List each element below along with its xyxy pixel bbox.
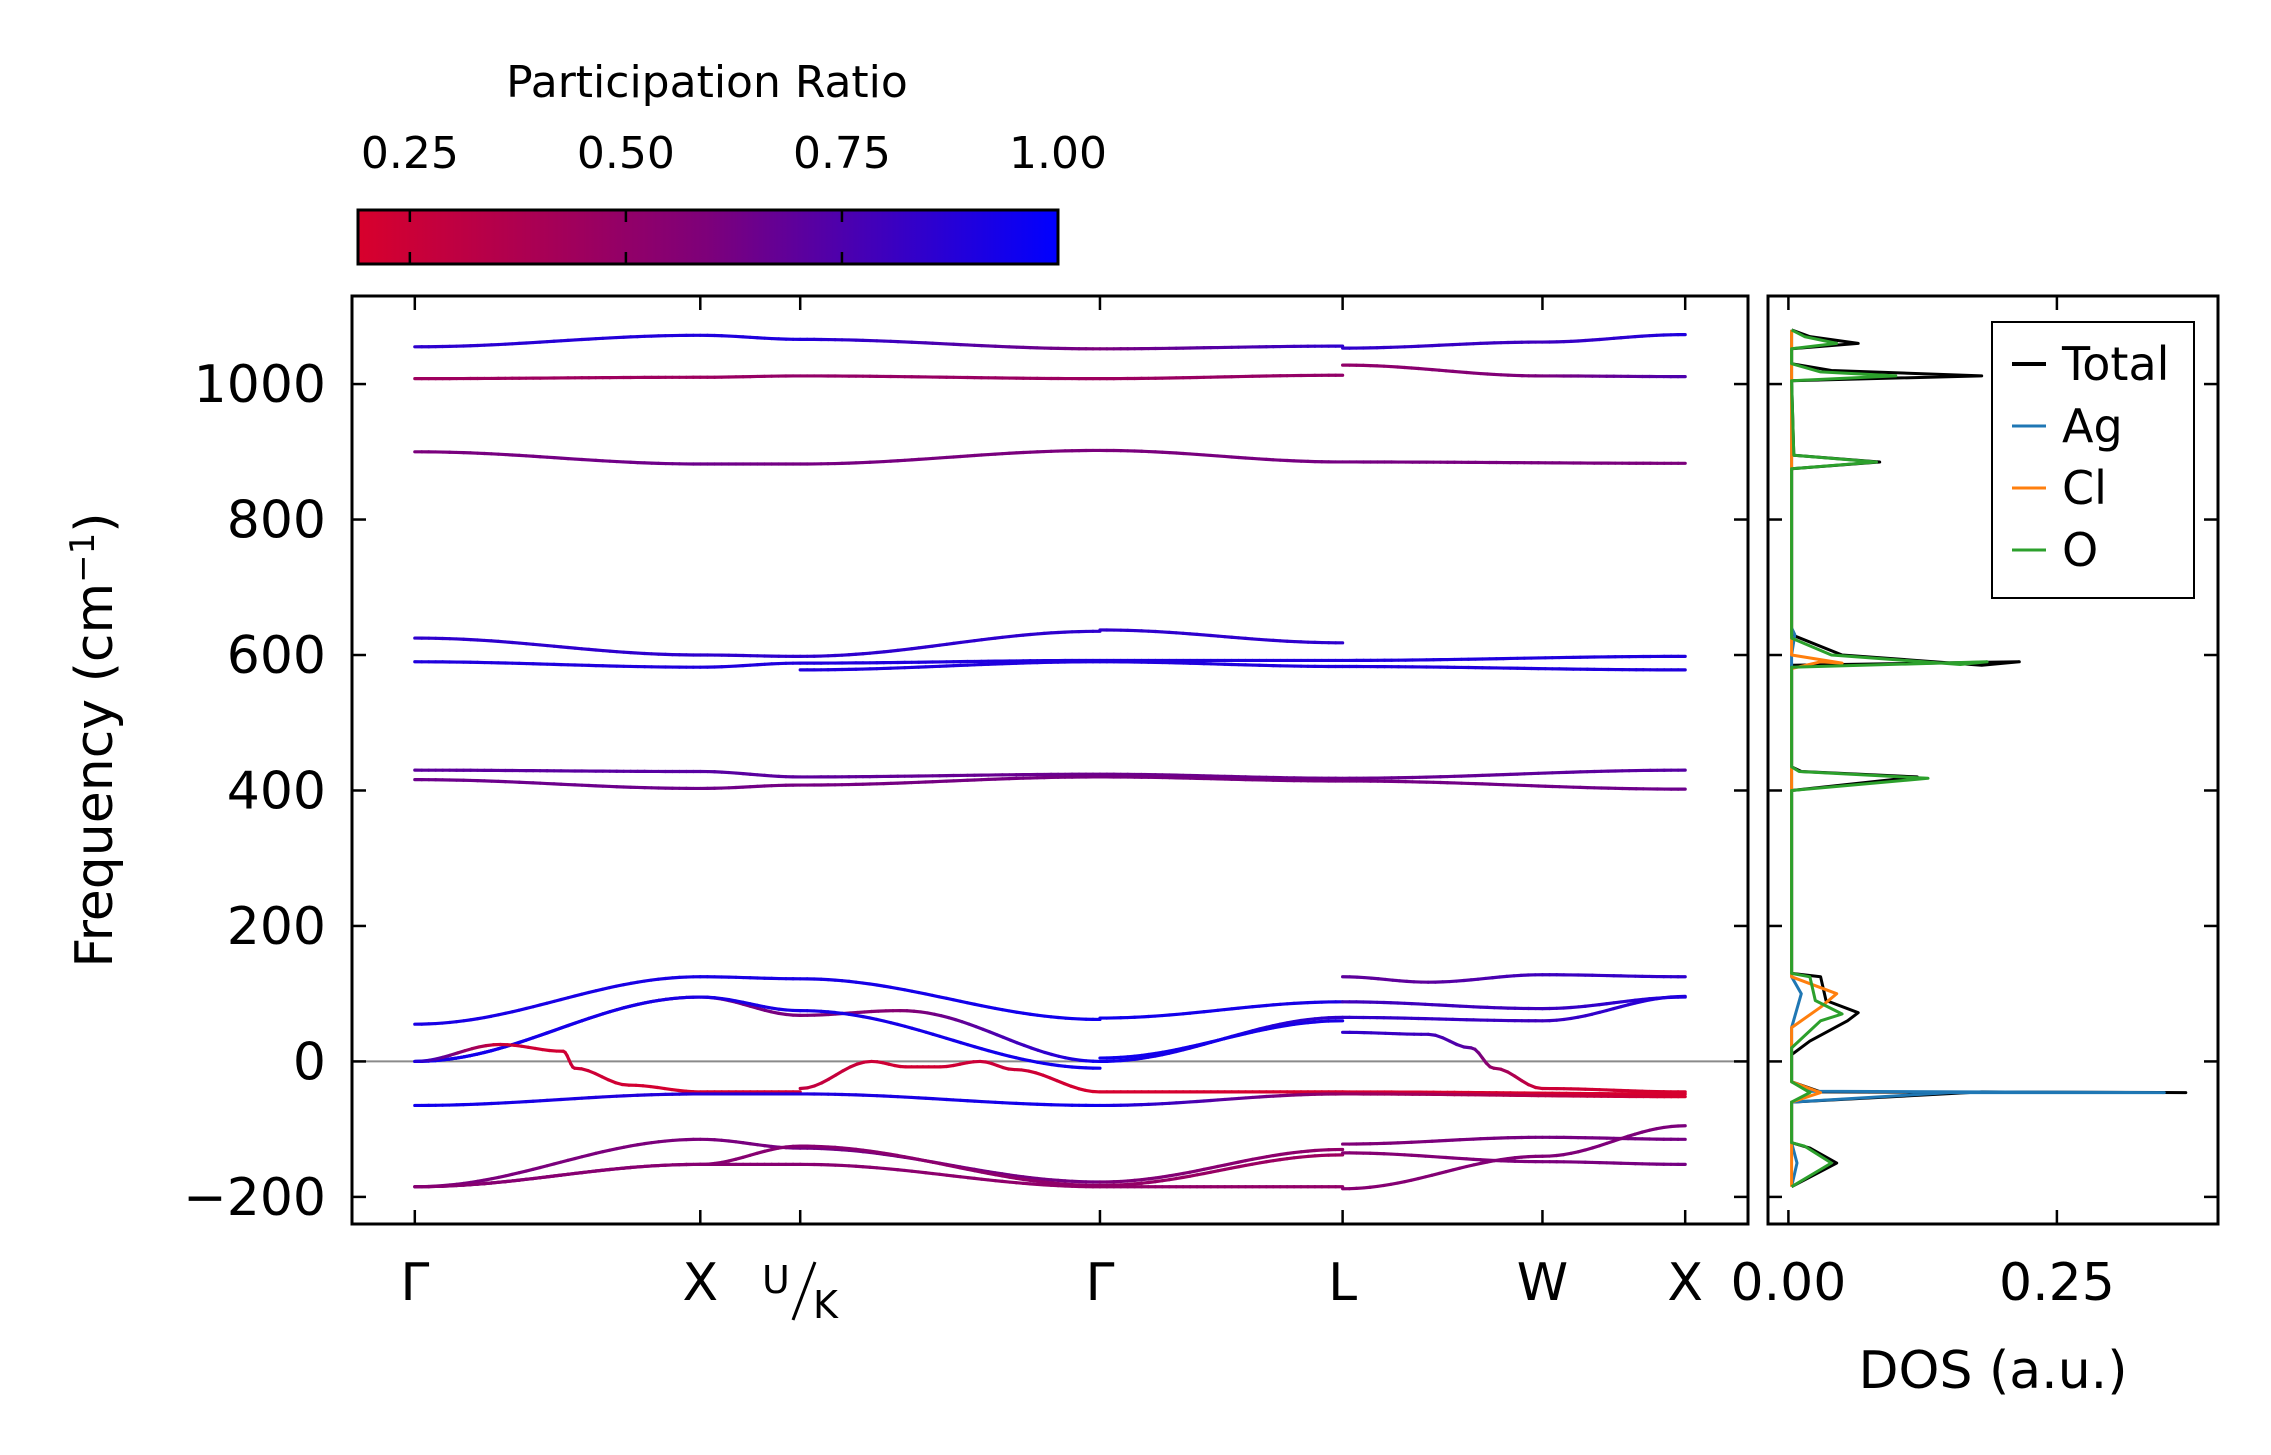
y-axis-ticks: −200 0 200 400 600 800 1000 <box>183 355 1748 1228</box>
phonon-branch <box>798 1059 1687 1096</box>
dos-curve-o <box>1790 328 1989 1188</box>
phonon-branch <box>413 363 1687 381</box>
x-tick-label: X <box>1667 1253 1703 1313</box>
phonon-branch <box>413 333 1687 351</box>
band-structure-panel: −200 0 200 400 600 800 1000 Γ X Γ L W X Frequency (… <box>63 294 1750 1327</box>
colorbar: Participation Ratio 0.25 0.50 0.75 1.00 <box>356 57 1107 266</box>
legend-label-ag: Ag <box>2062 399 2123 453</box>
dos-x-ticks: 0.00 0.25 <box>1731 296 2115 1313</box>
uk-bottom: K <box>813 1283 839 1327</box>
phonon-branch <box>1341 1030 1687 1094</box>
legend-label-total: Total <box>2061 337 2169 391</box>
y-tick-label: 0 <box>293 1032 326 1092</box>
x-tick-label: W <box>1517 1253 1568 1313</box>
dos-y-ticks <box>1768 382 2218 1199</box>
phonon-branch <box>413 1042 802 1094</box>
legend-frame <box>1991 321 2195 599</box>
colorbar-tick-label: 0.75 <box>793 128 891 179</box>
phonon-branch <box>1341 973 1687 984</box>
y-tick-label: 600 <box>227 626 326 686</box>
phonon-branch <box>413 628 1345 658</box>
colorbar-tick-label: 0.50 <box>577 128 675 179</box>
x-tick-label: X <box>682 1253 718 1313</box>
y-tick-label: 200 <box>227 897 326 957</box>
phonon-branch <box>1341 1124 1687 1191</box>
band-plot-frame <box>350 294 1750 1226</box>
phonon-branch <box>798 660 1687 672</box>
legend-label-cl: Cl <box>2062 461 2107 515</box>
phonon-branch <box>413 1092 1687 1108</box>
y-tick-label: 800 <box>227 491 326 551</box>
dos-x-tick-label: 0.25 <box>1999 1253 2115 1313</box>
uk-top: U <box>762 1258 790 1302</box>
dos-panel: 0.00 0.25 DOS (a.u.) Total Ag Cl O <box>1731 294 2220 1401</box>
x-tick-label-uk: U K <box>762 1258 839 1327</box>
dos-plot-frame <box>1766 294 2220 1226</box>
legend-label-o: O <box>2062 523 2098 577</box>
legend: Total Ag Cl O <box>1991 321 2195 599</box>
phonon-branch <box>1098 1019 1345 1060</box>
colorbar-tick-label: 0.25 <box>361 128 459 179</box>
dos-curves <box>1790 328 2188 1189</box>
phonon-branch <box>413 995 1102 1070</box>
x-tick-label: Γ <box>1085 1253 1114 1313</box>
phonon-branch <box>413 775 1687 791</box>
dos-x-tick-label: 0.00 <box>1731 1253 1847 1313</box>
y-tick-label: −200 <box>183 1168 326 1228</box>
phonon-bands <box>413 333 1687 1191</box>
y-tick-label: 400 <box>227 761 326 821</box>
y-axis-label: Frequency (cm−1) <box>63 512 125 967</box>
x-tick-label: Γ <box>400 1253 429 1313</box>
colorbar-tick-label: 1.00 <box>1009 128 1107 179</box>
x-tick-label: L <box>1328 1253 1357 1313</box>
phonon-branch <box>413 1137 1345 1189</box>
phonon-branch <box>413 768 1687 780</box>
colorbar-gradient <box>356 208 1060 266</box>
dos-curve-cl <box>1790 329 1844 1187</box>
y-tick-label: 1000 <box>194 355 326 415</box>
phonon-branch <box>1341 1135 1687 1146</box>
phonon-branch <box>413 975 1345 1026</box>
phonon-branch <box>413 1162 1345 1189</box>
colorbar-title: Participation Ratio <box>506 57 908 108</box>
phonon-branch <box>413 448 1687 466</box>
uk-slash <box>791 1261 817 1321</box>
dos-x-axis-label: DOS (a.u.) <box>1859 1341 2128 1401</box>
colorbar-ticks: 0.25 0.50 0.75 1.00 <box>361 128 1107 264</box>
